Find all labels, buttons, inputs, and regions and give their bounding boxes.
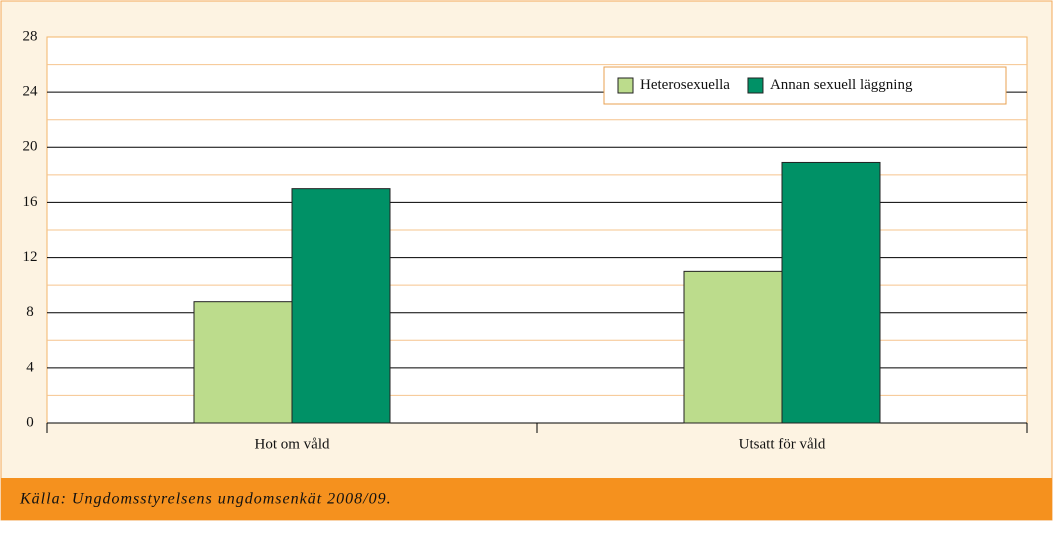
y-tick-label: 4: [26, 359, 34, 375]
bar: [683, 270, 783, 424]
y-tick-label: 24: [23, 84, 39, 100]
y-tick-label: 20: [23, 139, 38, 155]
legend-swatch: [617, 77, 634, 94]
source-band: [1, 478, 1052, 520]
y-tick-label: 28: [23, 28, 38, 44]
legend-label: Annan sexuell läggning: [770, 77, 913, 93]
y-tick-label: 0: [26, 414, 34, 430]
x-tick-label: Hot om våld: [255, 436, 330, 452]
x-tick-label: Utsatt för våld: [739, 436, 826, 452]
legend-swatch: [747, 77, 764, 94]
plot-layer: 0 4 8 12 16 20 24 28 Hot om våld Utsatt för våld H…: [23, 28, 1028, 452]
y-tick-label: 16: [23, 194, 39, 210]
legend-box: [603, 66, 1007, 105]
bar: [193, 301, 293, 424]
y-tick-label: 8: [26, 304, 34, 320]
source: Källa: Ungdomsstyrelsens ungdomsenkät 20…: [19, 491, 392, 508]
y-tick-label: 12: [23, 249, 38, 265]
legend-label: Heterosexuella: [640, 77, 730, 93]
bar: [291, 188, 391, 424]
bar: [781, 161, 881, 424]
